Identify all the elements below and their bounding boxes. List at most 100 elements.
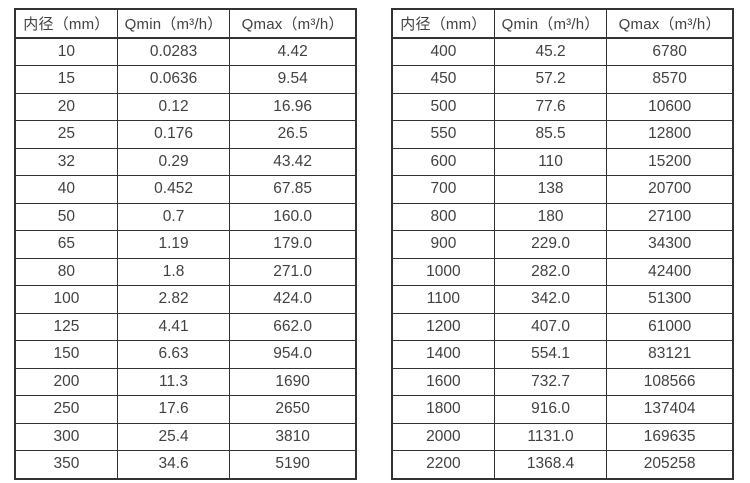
table-cell: 20 — [14, 92, 118, 121]
table-cell: 40 — [14, 175, 118, 204]
table-row: 300 25.4 3810 — [14, 422, 357, 451]
table-row: 65 1.19 179.0 — [14, 230, 357, 259]
table-cell: 2200 — [391, 450, 495, 479]
table-cell: 1800 — [391, 395, 495, 424]
table-row: 50 0.7 160.0 — [14, 202, 357, 231]
table-row: 20 0.12 16.96 — [14, 92, 357, 121]
table-cell: 229.0 — [493, 230, 608, 259]
table-cell: 4.42 — [229, 37, 357, 66]
table-cell: 0.12 — [116, 92, 231, 121]
table-cell: 34300 — [606, 230, 734, 259]
table-cell: 16.96 — [229, 92, 357, 121]
table-row: 125 4.41 662.0 — [14, 312, 357, 341]
table-cell: 8570 — [606, 65, 734, 94]
table-cell: 77.6 — [493, 92, 608, 121]
table-cell: 2000 — [391, 422, 495, 451]
table-cell: 0.176 — [116, 120, 231, 149]
flow-rate-table-large-diameters: 内径（mm） Qmin（m³/h） Qmax（m³/h） 400 45.2 6780 45… — [391, 8, 734, 480]
table-row: 800 180 27100 — [391, 202, 734, 231]
table-row: 200 11.3 1690 — [14, 367, 357, 396]
table-cell: 25 — [14, 120, 118, 149]
table-row: 2200 1368.4 205258 — [391, 450, 734, 479]
table-cell: 250 — [14, 395, 118, 424]
table-cell: 0.29 — [116, 147, 231, 176]
table-row: 1400 554.1 83121 — [391, 340, 734, 369]
column-header: Qmin（m³/h） — [116, 8, 231, 39]
table-cell: 10 — [14, 37, 118, 66]
table-cell: 954.0 — [229, 340, 357, 369]
column-header: Qmin（m³/h） — [493, 8, 608, 39]
table-cell: 342.0 — [493, 285, 608, 314]
table-cell: 0.452 — [116, 175, 231, 204]
table-cell: 108566 — [606, 367, 734, 396]
table-cell: 2.82 — [116, 285, 231, 314]
table-row: 1600 732.7 108566 — [391, 367, 734, 396]
table-cell: 700 — [391, 175, 495, 204]
table-row: 400 45.2 6780 — [391, 37, 734, 66]
table-cell: 5190 — [229, 450, 357, 479]
table-row: 1000 282.0 42400 — [391, 257, 734, 286]
table-cell: 1400 — [391, 340, 495, 369]
table-cell: 51300 — [606, 285, 734, 314]
table-cell: 25.4 — [116, 422, 231, 451]
table-row: 10 0.0283 4.42 — [14, 37, 357, 66]
table-cell: 169635 — [606, 422, 734, 451]
table-cell: 400 — [391, 37, 495, 66]
table-cell: 282.0 — [493, 257, 608, 286]
table-cell: 11.3 — [116, 367, 231, 396]
table-cell: 57.2 — [493, 65, 608, 94]
table-cell: 205258 — [606, 450, 734, 479]
table-cell: 500 — [391, 92, 495, 121]
table-cell: 20700 — [606, 175, 734, 204]
table-row: 40 0.452 67.85 — [14, 175, 357, 204]
table-cell: 1600 — [391, 367, 495, 396]
column-header: 内径（mm） — [391, 8, 495, 39]
table-cell: 0.0636 — [116, 65, 231, 94]
table-cell: 1.8 — [116, 257, 231, 286]
table-cell: 15200 — [606, 147, 734, 176]
table-cell: 65 — [14, 230, 118, 259]
table-cell: 424.0 — [229, 285, 357, 314]
table-cell: 34.6 — [116, 450, 231, 479]
table-cell: 1690 — [229, 367, 357, 396]
table-cell: 600 — [391, 147, 495, 176]
table-cell: 1000 — [391, 257, 495, 286]
table-row: 25 0.176 26.5 — [14, 120, 357, 149]
table-cell: 15 — [14, 65, 118, 94]
table-cell: 1100 — [391, 285, 495, 314]
table-header-row: 内径（mm） Qmin（m³/h） Qmax（m³/h） — [391, 8, 734, 39]
table-cell: 137404 — [606, 395, 734, 424]
table-cell: 150 — [14, 340, 118, 369]
table-cell: 916.0 — [493, 395, 608, 424]
table-cell: 100 — [14, 285, 118, 314]
table-cell: 662.0 — [229, 312, 357, 341]
table-cell: 1200 — [391, 312, 495, 341]
table-cell: 271.0 — [229, 257, 357, 286]
table-row: 32 0.29 43.42 — [14, 147, 357, 176]
table-cell: 6.63 — [116, 340, 231, 369]
table-cell: 26.5 — [229, 120, 357, 149]
table-cell: 732.7 — [493, 367, 608, 396]
table-cell: 3810 — [229, 422, 357, 451]
table-cell: 2650 — [229, 395, 357, 424]
table-cell: 45.2 — [493, 37, 608, 66]
table-cell: 179.0 — [229, 230, 357, 259]
table-row: 600 110 15200 — [391, 147, 734, 176]
table-cell: 17.6 — [116, 395, 231, 424]
table-cell: 32 — [14, 147, 118, 176]
table-cell: 350 — [14, 450, 118, 479]
table-cell: 550 — [391, 120, 495, 149]
table-cell: 27100 — [606, 202, 734, 231]
table-cell: 50 — [14, 202, 118, 231]
table-cell: 180 — [493, 202, 608, 231]
table-row: 2000 1131.0 169635 — [391, 422, 734, 451]
column-header: Qmax（m³/h） — [606, 8, 734, 39]
table-row: 700 138 20700 — [391, 175, 734, 204]
table-cell: 83121 — [606, 340, 734, 369]
table-row: 1100 342.0 51300 — [391, 285, 734, 314]
table-row: 1200 407.0 61000 — [391, 312, 734, 341]
table-cell: 160.0 — [229, 202, 357, 231]
table-row: 900 229.0 34300 — [391, 230, 734, 259]
table-cell: 12800 — [606, 120, 734, 149]
